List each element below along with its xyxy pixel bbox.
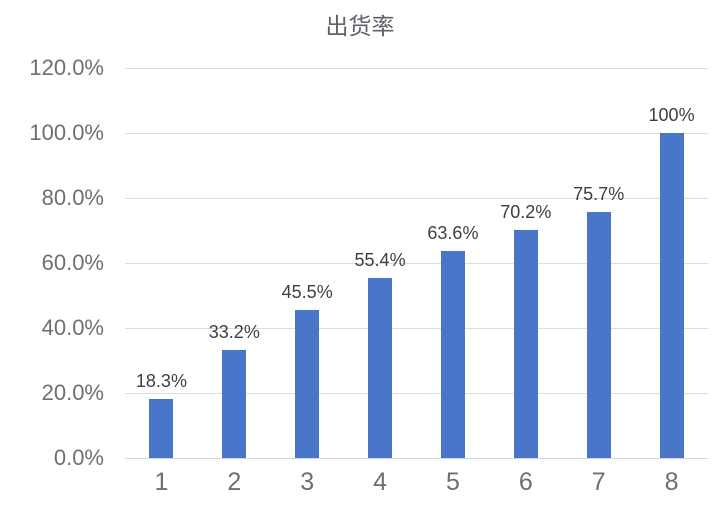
x-axis-tick-label: 8 xyxy=(664,468,679,496)
gridline xyxy=(125,328,708,329)
y-axis-tick-label: 60.0% xyxy=(41,250,104,275)
y-axis-tick-label: 100.0% xyxy=(29,120,104,145)
x-axis-tick-label: 6 xyxy=(518,468,533,496)
gridline xyxy=(125,68,708,69)
chart-title: 出货率 xyxy=(325,13,395,39)
bar-data-label: 18.3% xyxy=(135,370,187,391)
y-axis-tick-label: 40.0% xyxy=(41,315,104,340)
bar-category-2: 33.2% xyxy=(209,322,260,458)
gridline xyxy=(125,198,708,199)
bar-data-label: 100% xyxy=(648,105,695,125)
x-axis-tick-label: 5 xyxy=(445,468,460,496)
gridline xyxy=(125,133,708,134)
x-axis-tick-label: 7 xyxy=(591,468,606,496)
bar-category-3: 45.5% xyxy=(282,282,333,458)
gridline xyxy=(125,263,708,264)
plot-area: 18.3% 33.2% 45.5% 55.4% 63.6% 70.2% 75.7% 100% xyxy=(125,68,708,459)
bar-data-label: 70.2% xyxy=(500,201,552,222)
bar-data-label: 75.7% xyxy=(573,183,625,204)
y-axis-tick-label: 80.0% xyxy=(41,185,104,210)
bar-category-4: 55.4% xyxy=(355,250,406,458)
y-axis-tick-label: 120.0% xyxy=(29,55,104,80)
bar-category-7: 75.7% xyxy=(573,184,624,458)
x-axis-line xyxy=(125,458,708,459)
bar-category-6: 70.2% xyxy=(500,202,551,458)
x-axis-tick-label: 4 xyxy=(373,468,388,496)
bar-category-1: 18.3% xyxy=(136,371,187,458)
bar-category-8: 100% xyxy=(649,105,695,458)
bar-data-label: 45.5% xyxy=(281,282,333,303)
bar-data-label: 63.6% xyxy=(427,223,479,244)
bar-category-5: 63.6% xyxy=(427,223,478,458)
y-axis-tick-label: 20.0% xyxy=(41,380,104,405)
y-axis-tick-label: 0.0% xyxy=(53,445,104,470)
gridline xyxy=(125,393,708,394)
x-axis-tick-label: 3 xyxy=(300,468,315,496)
bar-data-label: 33.2% xyxy=(208,322,260,343)
bar-data-label: 55.4% xyxy=(354,249,406,270)
x-axis-tick-label: 2 xyxy=(227,468,242,496)
x-axis-tick-label: 1 xyxy=(154,468,169,496)
